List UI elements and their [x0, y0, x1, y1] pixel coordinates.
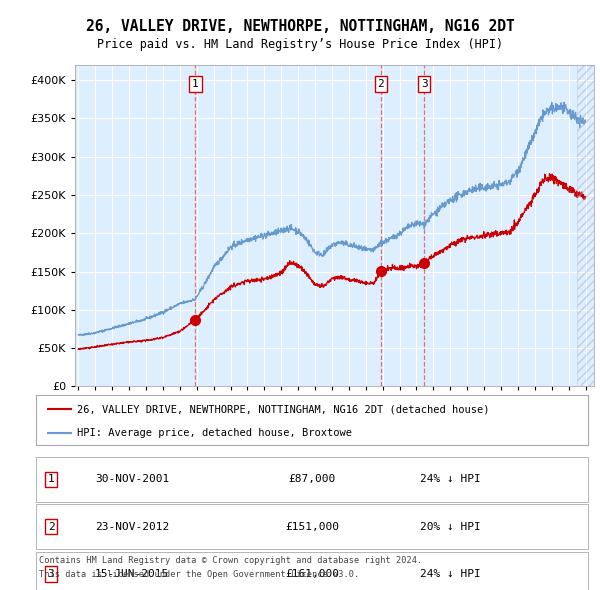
- Text: This data is licensed under the Open Government Licence v3.0.: This data is licensed under the Open Gov…: [39, 570, 359, 579]
- Text: 1: 1: [47, 474, 55, 484]
- Text: 15-JUN-2015: 15-JUN-2015: [95, 569, 169, 579]
- Text: 24% ↓ HPI: 24% ↓ HPI: [419, 569, 481, 579]
- Text: £161,000: £161,000: [285, 569, 339, 579]
- Text: 24% ↓ HPI: 24% ↓ HPI: [419, 474, 481, 484]
- Text: £151,000: £151,000: [285, 522, 339, 532]
- Text: 3: 3: [421, 79, 428, 89]
- Text: Price paid vs. HM Land Registry’s House Price Index (HPI): Price paid vs. HM Land Registry’s House …: [97, 38, 503, 51]
- Text: 26, VALLEY DRIVE, NEWTHORPE, NOTTINGHAM, NG16 2DT (detached house): 26, VALLEY DRIVE, NEWTHORPE, NOTTINGHAM,…: [77, 404, 490, 414]
- Text: Contains HM Land Registry data © Crown copyright and database right 2024.: Contains HM Land Registry data © Crown c…: [39, 556, 422, 565]
- Text: 2: 2: [47, 522, 55, 532]
- Text: 23-NOV-2012: 23-NOV-2012: [95, 522, 169, 532]
- Text: 20% ↓ HPI: 20% ↓ HPI: [419, 522, 481, 532]
- Text: £87,000: £87,000: [289, 474, 335, 484]
- Text: 26, VALLEY DRIVE, NEWTHORPE, NOTTINGHAM, NG16 2DT: 26, VALLEY DRIVE, NEWTHORPE, NOTTINGHAM,…: [86, 19, 514, 34]
- Text: HPI: Average price, detached house, Broxtowe: HPI: Average price, detached house, Brox…: [77, 428, 352, 438]
- Text: 3: 3: [47, 569, 55, 579]
- Text: 1: 1: [192, 79, 199, 89]
- Text: 2: 2: [377, 79, 385, 89]
- Text: 30-NOV-2001: 30-NOV-2001: [95, 474, 169, 484]
